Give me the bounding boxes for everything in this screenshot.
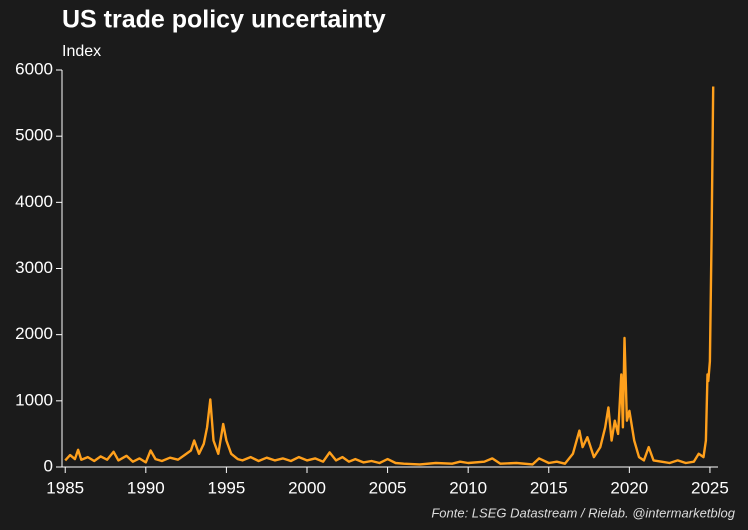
y-tick-label: 4000 xyxy=(15,192,53,211)
chart-title: US trade policy uncertainty xyxy=(62,6,386,34)
chart-subtitle: Index xyxy=(62,43,101,60)
x-tick-label: 1990 xyxy=(127,478,165,497)
x-tick-label: 1985 xyxy=(46,478,84,497)
x-tick-label: 2010 xyxy=(449,478,487,497)
y-tick-label: 6000 xyxy=(15,59,53,78)
x-tick-label: 1995 xyxy=(207,478,245,497)
x-tick-label: 2000 xyxy=(288,478,326,497)
x-tick-label: 2025 xyxy=(691,478,729,497)
x-tick-label: 2005 xyxy=(369,478,407,497)
y-tick-label: 2000 xyxy=(15,324,53,343)
source-note: Fonte: LSEG Datastream / Rielab. @interm… xyxy=(431,505,735,520)
y-tick-label: 3000 xyxy=(15,258,53,277)
y-tick-label: 1000 xyxy=(15,390,53,409)
data-line xyxy=(64,86,715,466)
y-tick-label: 5000 xyxy=(15,126,53,145)
x-tick-label: 2020 xyxy=(610,478,648,497)
x-tick-label: 2015 xyxy=(530,478,568,497)
y-tick-label: 0 xyxy=(44,456,53,475)
